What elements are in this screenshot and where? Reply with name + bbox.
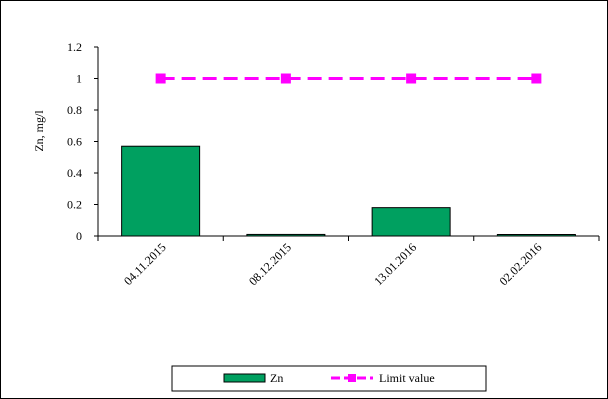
plot-area: 0 0.2 0.4 0.6 0.8 1 1.2 04.11.2015 08.12.2015 13.… xyxy=(67,40,600,288)
y-tick-label-2: 0.4 xyxy=(67,166,82,180)
marker-limit-value-1 xyxy=(280,73,291,84)
y-tick-label-3: 0.6 xyxy=(67,135,82,149)
marker-limit-value-3 xyxy=(531,73,542,84)
legend-box xyxy=(171,365,487,392)
x-tick-label-2: 13.01.2016 xyxy=(371,240,419,288)
y-tick-label-0: 0 xyxy=(76,229,82,243)
y-tick-label-1: 0.2 xyxy=(67,198,82,212)
legend-label-limit-value: Limit value xyxy=(379,371,435,385)
marker-limit-value-2 xyxy=(406,73,417,84)
bar-zn-2 xyxy=(371,207,451,237)
y-tick-label-6: 1.2 xyxy=(67,40,82,54)
x-tick-label-1: 08.12.2015 xyxy=(246,240,294,288)
legend-marker-limit xyxy=(348,374,356,382)
y-axis-title: Zn, mg/l xyxy=(32,110,46,152)
x-tick-label-3: 02.02.2016 xyxy=(496,240,544,288)
legend-label-zn: Zn xyxy=(270,371,283,385)
marker-limit-value-0 xyxy=(155,73,166,84)
x-tick-label-0: 04.11.2015 xyxy=(121,240,169,288)
y-tick-label-4: 0.8 xyxy=(67,103,82,117)
legend-swatch-zn xyxy=(223,373,266,383)
y-tick-label-5: 1 xyxy=(76,72,82,86)
bar-zn-0 xyxy=(121,145,201,237)
legend: Zn Limit value xyxy=(171,365,487,392)
